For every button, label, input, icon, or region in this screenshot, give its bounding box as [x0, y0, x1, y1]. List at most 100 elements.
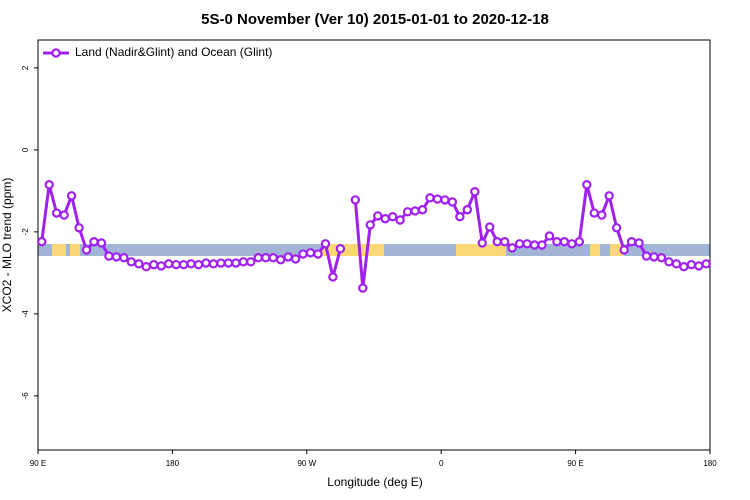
point: [552, 237, 562, 247]
plot-frame: [37, 39, 711, 451]
point: [537, 240, 547, 250]
y-axis-label: XCO2 - MLO trend (ppm): [0, 178, 14, 313]
land-band: [322, 244, 384, 256]
land-band: [70, 244, 80, 256]
point: [626, 237, 637, 247]
point: [156, 261, 166, 271]
point: [679, 262, 689, 272]
point: [514, 239, 525, 249]
point: [619, 245, 629, 255]
x-axis-label: Longitude (deg E): [327, 475, 422, 489]
point: [440, 195, 450, 205]
point: [477, 238, 487, 248]
point: [470, 186, 480, 197]
point: [238, 257, 249, 267]
point: [544, 231, 555, 241]
point: [305, 248, 316, 258]
point: [178, 259, 189, 270]
point: [522, 239, 532, 249]
point: [96, 238, 107, 248]
point: [186, 259, 196, 269]
y-tick-label: 2: [21, 65, 30, 70]
point: [231, 258, 241, 268]
point: [380, 214, 390, 224]
point: [141, 262, 151, 272]
legend-marker: [51, 48, 61, 58]
point: [89, 237, 99, 247]
point: [208, 259, 219, 269]
point: [275, 255, 286, 265]
point: [656, 253, 667, 263]
point: [589, 208, 599, 218]
point: [119, 253, 129, 263]
point: [604, 191, 614, 201]
point: [350, 195, 361, 205]
point: [51, 208, 62, 218]
point: [395, 215, 405, 225]
point: [201, 258, 211, 268]
point: [485, 222, 495, 232]
x-tick-label: 90 E: [567, 459, 583, 468]
point: [66, 191, 77, 201]
point: [529, 240, 540, 250]
y-tick-label: -6: [21, 392, 30, 400]
point: [410, 206, 420, 216]
point: [567, 239, 577, 249]
point: [425, 193, 435, 203]
point: [283, 252, 293, 262]
point: [193, 259, 204, 270]
point: [559, 237, 570, 247]
point: [81, 245, 92, 255]
point: [328, 272, 338, 282]
land-band: [590, 244, 600, 256]
point: [335, 243, 346, 254]
point: [126, 257, 137, 267]
x-tick-label: 90 E: [30, 459, 46, 468]
point: [171, 259, 181, 270]
point: [499, 237, 510, 247]
point: [253, 253, 263, 263]
point: [358, 283, 368, 293]
point: [686, 259, 697, 270]
point: [320, 239, 331, 249]
point: [365, 220, 375, 230]
point: [701, 259, 711, 269]
point: [111, 252, 122, 262]
point: [671, 259, 682, 269]
point: [694, 261, 704, 271]
point: [597, 210, 607, 220]
y-tick-label: -2: [21, 228, 30, 236]
point: [447, 197, 458, 207]
point: [313, 249, 323, 259]
point: [37, 237, 47, 247]
series-line: [40, 184, 707, 289]
point: [268, 253, 278, 263]
point: [163, 259, 174, 269]
point: [455, 212, 465, 222]
point: [261, 253, 271, 263]
point: [74, 223, 84, 233]
y-tick-label: 0: [21, 147, 30, 152]
point: [44, 180, 54, 190]
point: [664, 257, 674, 267]
point: [223, 258, 234, 268]
point: [134, 259, 144, 269]
land-band: [456, 244, 506, 256]
point: [432, 194, 443, 204]
point: [574, 237, 585, 247]
point: [611, 223, 622, 233]
point: [402, 207, 413, 217]
point: [104, 251, 114, 261]
point: [216, 258, 226, 268]
point: [417, 205, 428, 215]
point: [462, 205, 473, 215]
x-tick-label: 0: [439, 459, 444, 468]
point: [59, 210, 69, 220]
x-tick-label: 180: [166, 459, 180, 468]
point: [649, 252, 659, 262]
land-band: [52, 244, 66, 256]
point: [507, 243, 517, 253]
point: [634, 238, 644, 248]
